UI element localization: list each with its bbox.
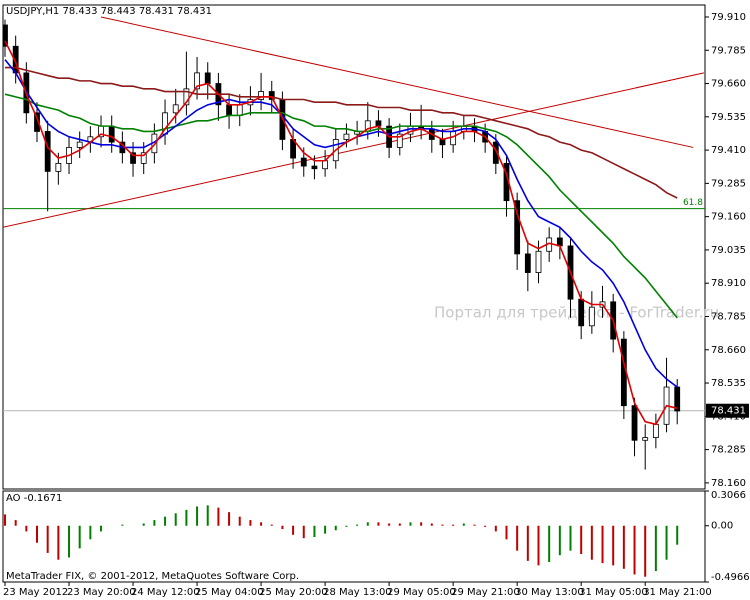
moving-average xyxy=(4,40,678,426)
candle-body xyxy=(55,163,62,172)
x-tick-label: 24 May 12:00 xyxy=(131,587,200,598)
candle-body xyxy=(300,157,307,167)
y-tick-label: -0.4966 xyxy=(711,572,750,583)
x-tick-label: 23 May 2012 xyxy=(3,587,68,598)
x-tick-label: 31 May 21:00 xyxy=(643,587,712,598)
candle-body xyxy=(3,24,8,47)
candle-body xyxy=(226,104,232,116)
y-tick-label: 79.660 xyxy=(711,79,746,90)
y-tick-label: 78.160 xyxy=(711,478,746,489)
chart-title: USDJPY,H1 78.433 78.443 78.431 78.431 xyxy=(6,6,212,17)
moving-average xyxy=(4,93,678,319)
y-tick-label: 78.535 xyxy=(711,378,746,389)
y-tick-label: 0.00 xyxy=(711,521,733,532)
y-tick-label: 0.3066 xyxy=(711,490,746,501)
last-price-label: 78.431 xyxy=(711,406,746,417)
candle-body xyxy=(108,125,115,143)
candle-body xyxy=(140,152,147,164)
y-tick-label: 79.035 xyxy=(711,245,746,256)
candle-body xyxy=(311,165,318,170)
candle-body xyxy=(258,91,264,100)
last-price-box xyxy=(706,403,749,418)
fibo-label: 61.8 xyxy=(683,198,703,208)
candle-body xyxy=(172,104,179,114)
candle-body xyxy=(535,250,542,273)
watermark: Портал для трейдеров - ForTrader.ru xyxy=(434,304,719,322)
trendline xyxy=(3,72,704,228)
y-tick-label: 78.285 xyxy=(711,445,746,456)
candle-body xyxy=(194,72,200,90)
x-tick-label: 23 May 20:00 xyxy=(67,587,136,598)
candle-body xyxy=(76,141,83,148)
x-tick-label: 29 May 21:00 xyxy=(451,587,520,598)
candle-body xyxy=(322,160,329,170)
x-tick-label: 29 May 05:00 xyxy=(387,587,456,598)
ao-panel xyxy=(2,490,706,583)
x-tick-label: 25 May 20:00 xyxy=(259,587,328,598)
candle-body xyxy=(514,200,521,255)
y-tick-label: 78.660 xyxy=(711,345,746,356)
y-tick-label: 79.410 xyxy=(711,145,746,156)
y-tick-label: 78.910 xyxy=(711,278,746,289)
x-tick-label: 25 May 04:00 xyxy=(195,587,264,598)
x-tick-label: 30 May 13:00 xyxy=(515,587,584,598)
candle-body xyxy=(642,437,649,441)
moving-average xyxy=(5,66,678,199)
y-tick-label: 78.785 xyxy=(711,311,746,322)
x-tick-label: 31 May 05:00 xyxy=(579,587,648,598)
candle-body xyxy=(34,112,40,132)
ao-title: AO -0.1671 xyxy=(6,493,62,504)
plot-area xyxy=(3,16,705,470)
x-tick-label: 28 May 13:00 xyxy=(323,587,392,598)
candle-body xyxy=(130,152,136,164)
candle-body xyxy=(578,298,585,327)
candle-body xyxy=(524,253,531,273)
candle-body xyxy=(343,133,350,140)
candle-body xyxy=(236,104,243,116)
main-panel xyxy=(2,4,706,490)
candle-body xyxy=(588,306,595,327)
candle-body xyxy=(450,131,457,146)
trendline xyxy=(100,16,694,148)
candle-body xyxy=(183,88,190,106)
y-tick-label: 79.785 xyxy=(711,45,746,56)
y-tick-label: 79.535 xyxy=(711,112,746,123)
candle-body xyxy=(44,131,51,172)
y-tick-label: 79.910 xyxy=(711,12,746,23)
footer: MetaTrader FIX, © 2001-2012, MetaQuotes … xyxy=(6,571,299,582)
candle-body xyxy=(492,141,499,164)
moving-average xyxy=(4,59,678,388)
candle-body xyxy=(631,405,638,441)
y-tick-label: 79.160 xyxy=(711,212,746,223)
y-tick-label: 79.285 xyxy=(711,178,746,189)
candle-body xyxy=(652,423,659,439)
candle-body xyxy=(268,91,275,100)
candle-body xyxy=(204,72,211,84)
candle-body xyxy=(396,133,403,148)
